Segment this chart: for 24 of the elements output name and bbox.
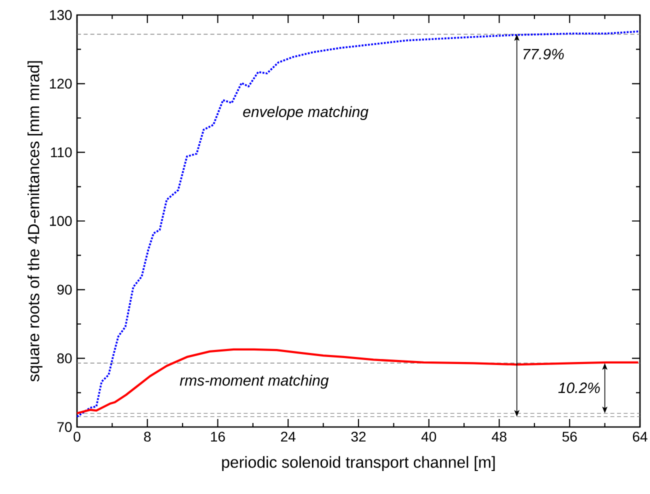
x-tick-label: 16 bbox=[211, 432, 225, 442]
x-tick-label: 0 bbox=[74, 432, 80, 442]
annotation: 77.9% bbox=[523, 48, 564, 60]
y-tick-label: 90 bbox=[57, 284, 72, 295]
x-tick-label: 40 bbox=[421, 432, 436, 442]
annotation: rms-moment matching bbox=[180, 374, 329, 389]
x-tick-label: 48 bbox=[492, 432, 506, 442]
y-tick-label: 120 bbox=[50, 78, 72, 89]
x-tick-label: 64 bbox=[632, 432, 648, 442]
y-tick-label: 110 bbox=[51, 147, 72, 158]
annotation: 10.2% bbox=[558, 382, 600, 394]
line-series bbox=[76, 30, 640, 418]
x-tick-label: 8 bbox=[144, 432, 151, 442]
y-tick-label: 70 bbox=[57, 422, 72, 432]
annotation: envelope matching bbox=[243, 106, 368, 120]
x-tick-label: 32 bbox=[351, 432, 366, 442]
y-axis-title: square roots of the 4D-emittances [mm mrad] bbox=[28, 61, 42, 382]
line-series bbox=[76, 348, 640, 414]
y-tick-label: 80 bbox=[57, 353, 72, 364]
x-tick-label: 56 bbox=[562, 432, 577, 442]
y-tick-label: 100 bbox=[50, 216, 72, 226]
x-axis-title: periodic solenoid transport channel [m] bbox=[222, 456, 495, 472]
x-tick-label: 24 bbox=[281, 432, 296, 442]
y-tick-label: 130 bbox=[50, 10, 72, 20]
